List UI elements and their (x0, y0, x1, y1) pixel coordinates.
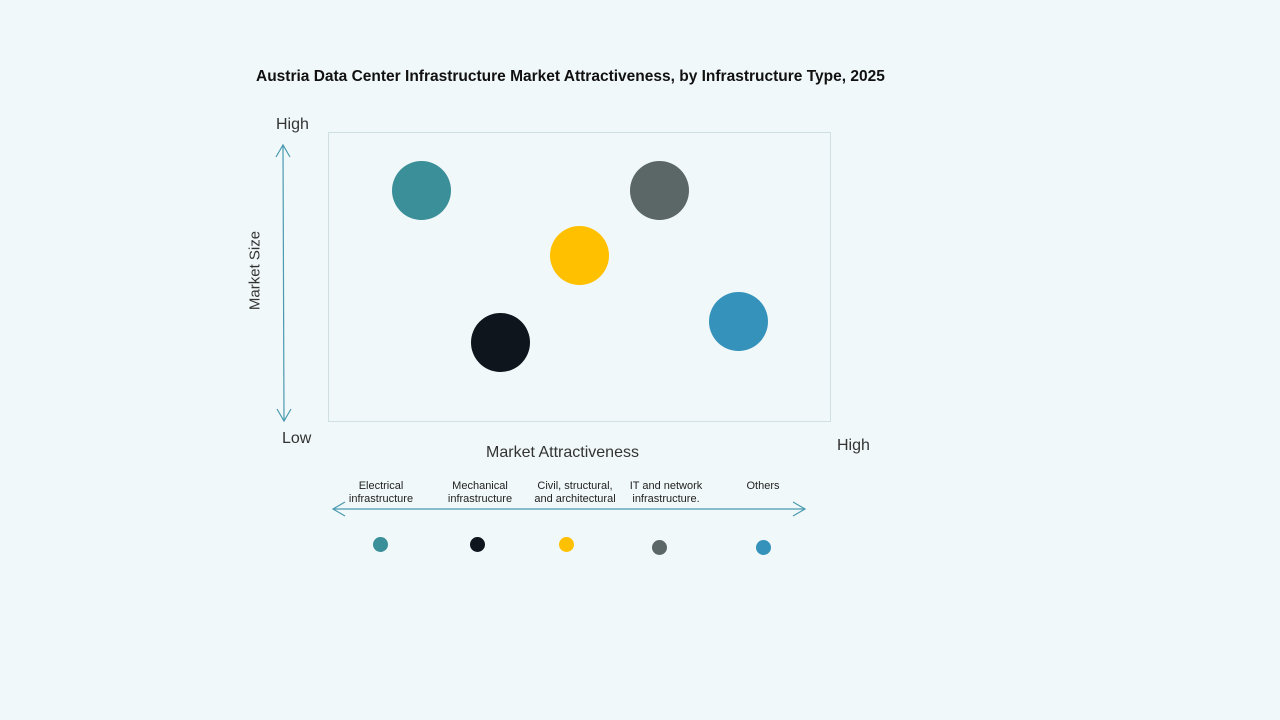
legend-label-civil: Civil, structural, and architectural (534, 480, 616, 505)
legend-dot-electrical (373, 537, 388, 552)
y-axis-low-label: Low (282, 430, 312, 447)
y-axis-high-label: High (276, 116, 309, 133)
legend-label-it-network: IT and network infrastructure. (629, 480, 703, 505)
bubble-electrical (392, 161, 451, 220)
legend-label-others: Others (746, 480, 780, 492)
bubble-others (709, 292, 768, 351)
plot-area (328, 132, 831, 422)
legend-label-mechanical: Mechanical infrastructure (447, 480, 513, 505)
legend-dot-civil (559, 537, 574, 552)
legend-dot-others (756, 540, 771, 555)
y-axis-arrow-icon (275, 143, 292, 423)
legend-dot-mechanical (470, 537, 485, 552)
legend-label-electrical: Electrical infrastructure (348, 480, 414, 505)
bubble-it-network (630, 161, 689, 220)
y-axis-title: Market Size (246, 230, 264, 311)
bubble-civil (550, 226, 609, 285)
x-axis-high-label: High (837, 437, 870, 454)
legend-dot-it-network (652, 540, 667, 555)
legend-double-arrow-icon (331, 501, 807, 517)
bubble-mechanical (471, 313, 530, 372)
chart-title: Austria Data Center Infrastructure Marke… (256, 68, 885, 85)
x-axis-title: Market Attractiveness (486, 444, 639, 461)
